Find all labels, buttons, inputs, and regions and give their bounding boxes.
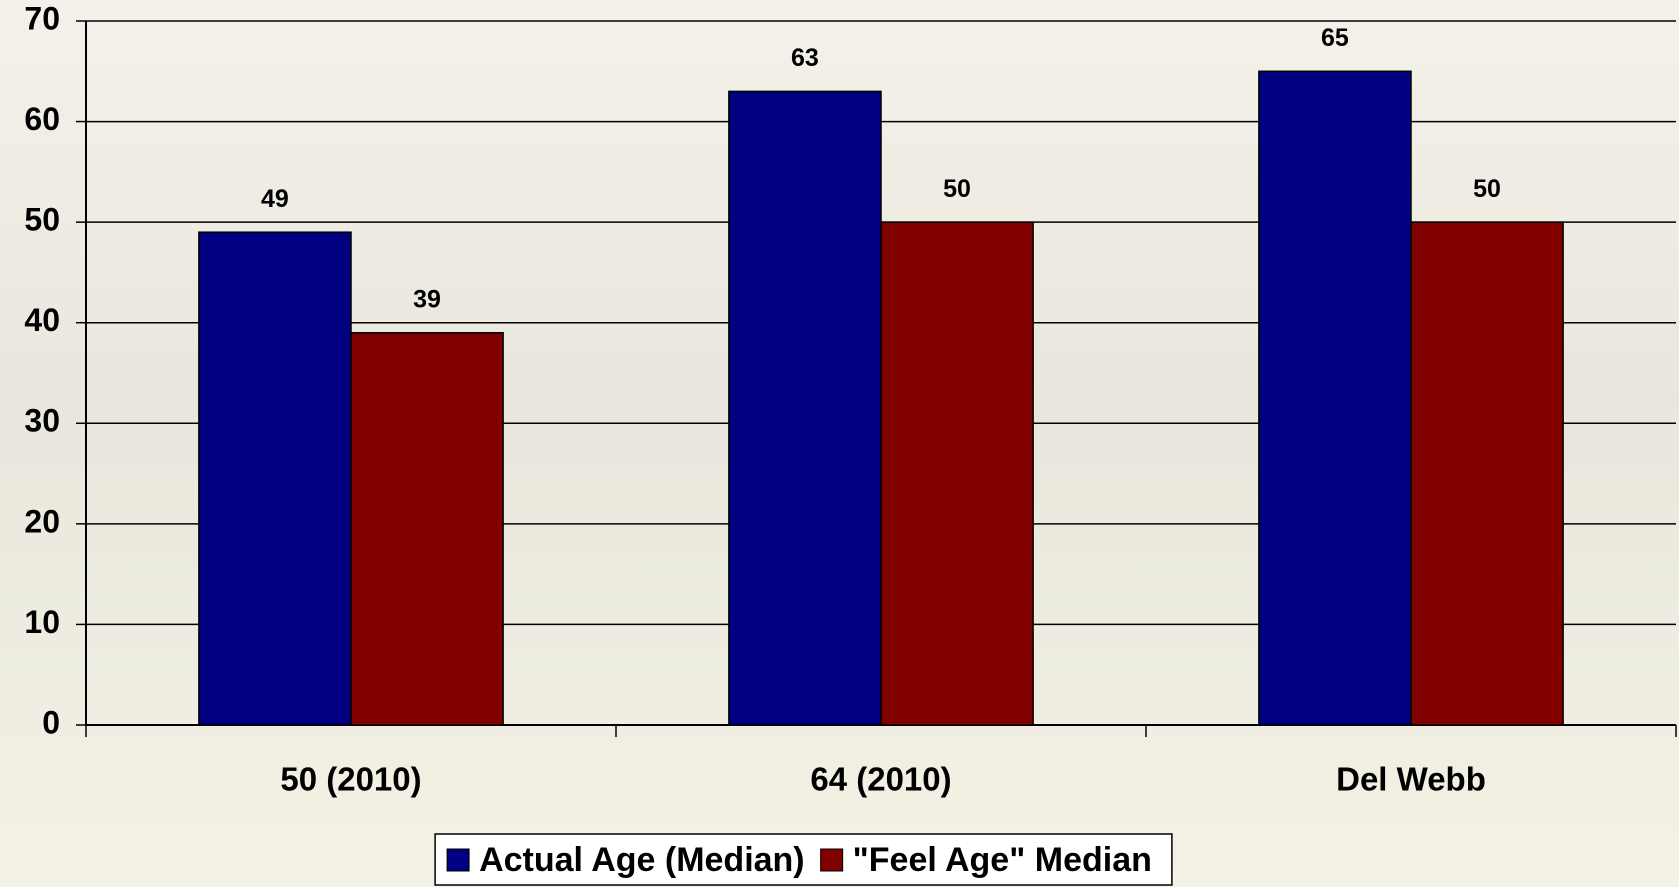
y-tick-label: 70: [24, 0, 60, 36]
y-tick-label: 40: [24, 302, 60, 338]
bar: [350, 332, 504, 726]
y-tick-label: 20: [24, 503, 60, 539]
bar: [198, 231, 352, 726]
data-label: 50: [1473, 175, 1501, 203]
bar: [728, 90, 882, 726]
data-label: 49: [261, 185, 289, 213]
legend-swatch: [446, 848, 470, 872]
data-label: 39: [413, 285, 441, 313]
x-tick-label: 50 (2010): [280, 761, 421, 798]
bar: [1258, 70, 1412, 726]
y-tick-label: 30: [24, 403, 60, 439]
legend-box: [434, 833, 1173, 886]
data-label: 50: [943, 175, 971, 203]
legend-label: Actual Age (Median): [479, 841, 805, 879]
y-tick-label: 50: [24, 202, 60, 238]
y-tick-label: 0: [42, 704, 60, 740]
legend-label: "Feel Age" Median: [853, 841, 1152, 879]
y-tick-label: 60: [24, 101, 60, 137]
bar: [1410, 221, 1564, 726]
x-tick-label: Del Webb: [1336, 761, 1486, 798]
data-label: 65: [1321, 24, 1349, 52]
x-tick-label: 64 (2010): [810, 761, 951, 798]
legend-swatch: [820, 848, 844, 872]
data-label: 63: [791, 44, 819, 72]
y-tick-label: 10: [24, 604, 60, 640]
bar: [880, 221, 1034, 726]
